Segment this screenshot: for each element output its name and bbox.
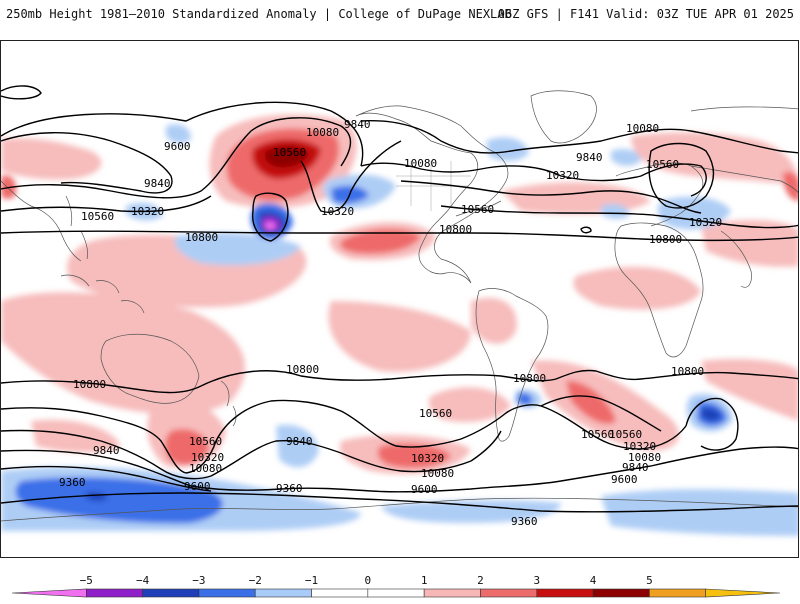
map-title: 250mb Height 1981–2010 Standardized Anom… — [6, 7, 512, 21]
contour-label: 10560 — [646, 158, 679, 171]
colorbar-swatch — [423, 588, 481, 598]
contour-label: 10320 — [191, 451, 224, 464]
contour-label: 10080 — [626, 122, 659, 135]
contour-label: 10080 — [628, 451, 661, 464]
contour-label: 10080 — [189, 462, 222, 475]
colorbar-tick-label: 4 — [590, 574, 597, 587]
colorbar-swatch — [198, 588, 256, 598]
height-contours — [1, 85, 798, 513]
colorbar-tick-label: −2 — [249, 574, 262, 587]
contour-label: 10320 — [321, 205, 354, 218]
colorbar-swatch — [367, 588, 425, 598]
contour-label: 9840 — [344, 118, 371, 131]
contour-label: 10800 — [439, 223, 472, 236]
colorbar-tick-label: 1 — [421, 574, 428, 587]
run-info: 06Z GFS | F141 Valid: 03Z TUE APR 01 202… — [497, 7, 794, 21]
contour-label: 9600 — [184, 480, 211, 493]
contour-label: 10800 — [671, 365, 704, 378]
anomaly-map: 9600 9840 10080 10560 9840 10080 9840 10… — [1, 85, 798, 536]
contour-label: 10320 — [689, 216, 722, 229]
map-panel: 9600 9840 10080 10560 9840 10080 9840 10… — [0, 40, 799, 558]
contour-label: 10800 — [286, 363, 319, 376]
colorbar-swatch — [536, 588, 594, 598]
colorbar-svg: −5 −4 −3 −2 −1 0 1 2 3 4 5 — [11, 574, 781, 598]
contour-label: 9840 — [286, 435, 313, 448]
contour-label: 10800 — [73, 378, 106, 391]
colorbar-swatch — [86, 588, 143, 598]
colorbar-tick-label: 0 — [365, 574, 372, 587]
contour-label: 10560 — [419, 407, 452, 420]
contour-label: 10560 — [189, 435, 222, 448]
contour-label: 10320 — [623, 440, 656, 453]
contour-label: 10560 — [273, 146, 306, 159]
header: 250mb Height 1981–2010 Standardized Anom… — [0, 0, 800, 38]
contour-label: 10800 — [185, 231, 218, 244]
contour-label: 10560 — [609, 428, 642, 441]
contour-label: 10320 — [411, 452, 444, 465]
contour-label: 9360 — [59, 476, 86, 489]
colorbar-swatch — [254, 588, 312, 598]
contour-label: 10320 — [131, 205, 164, 218]
contour-label: 10800 — [513, 372, 546, 385]
coastlines — [1, 90, 798, 522]
colorbar-swatch — [311, 588, 369, 598]
contour-label: 10560 — [581, 428, 614, 441]
colorbar-tick-label: 5 — [646, 574, 653, 587]
contour-label: 10560 — [461, 203, 494, 216]
contour-labels: 9600 9840 10080 10560 9840 10080 9840 10… — [59, 118, 722, 528]
colorbar: −5 −4 −3 −2 −1 0 1 2 3 4 5 — [0, 560, 800, 600]
contour-label: 9600 — [411, 483, 438, 496]
contour-label: 9840 — [93, 444, 120, 457]
contour-label: 9360 — [511, 515, 538, 528]
contour-label: 10320 — [546, 169, 579, 182]
contour-label: 9360 — [276, 482, 303, 495]
colorbar-tick-label: −4 — [136, 574, 150, 587]
contour-label: 9600 — [164, 140, 191, 153]
colorbar-tick-label: −1 — [305, 574, 318, 587]
contour-label: 9840 — [576, 151, 603, 164]
contour-label: 9600 — [611, 473, 638, 486]
contour-label: 10080 — [404, 157, 437, 170]
contour-label: 10560 — [81, 210, 114, 223]
colorbar-tick-label: 3 — [533, 574, 540, 587]
colorbar-tick-label: −3 — [192, 574, 205, 587]
colorbar-swatch — [705, 588, 781, 598]
contour-label: 10800 — [649, 233, 682, 246]
colorbar-tick-label: 2 — [477, 574, 484, 587]
colorbar-swatch — [480, 588, 538, 598]
colorbar-swatch — [11, 588, 87, 598]
colorbar-swatch — [142, 588, 200, 598]
contour-label: 9840 — [144, 177, 171, 190]
colorbar-swatch — [649, 588, 706, 598]
contour-label: 9840 — [622, 461, 649, 474]
colorbar-tick-label: −5 — [80, 574, 93, 587]
colorbar-swatch — [592, 588, 650, 598]
contour-label: 10080 — [306, 126, 339, 139]
contour-label: 10080 — [421, 467, 454, 480]
